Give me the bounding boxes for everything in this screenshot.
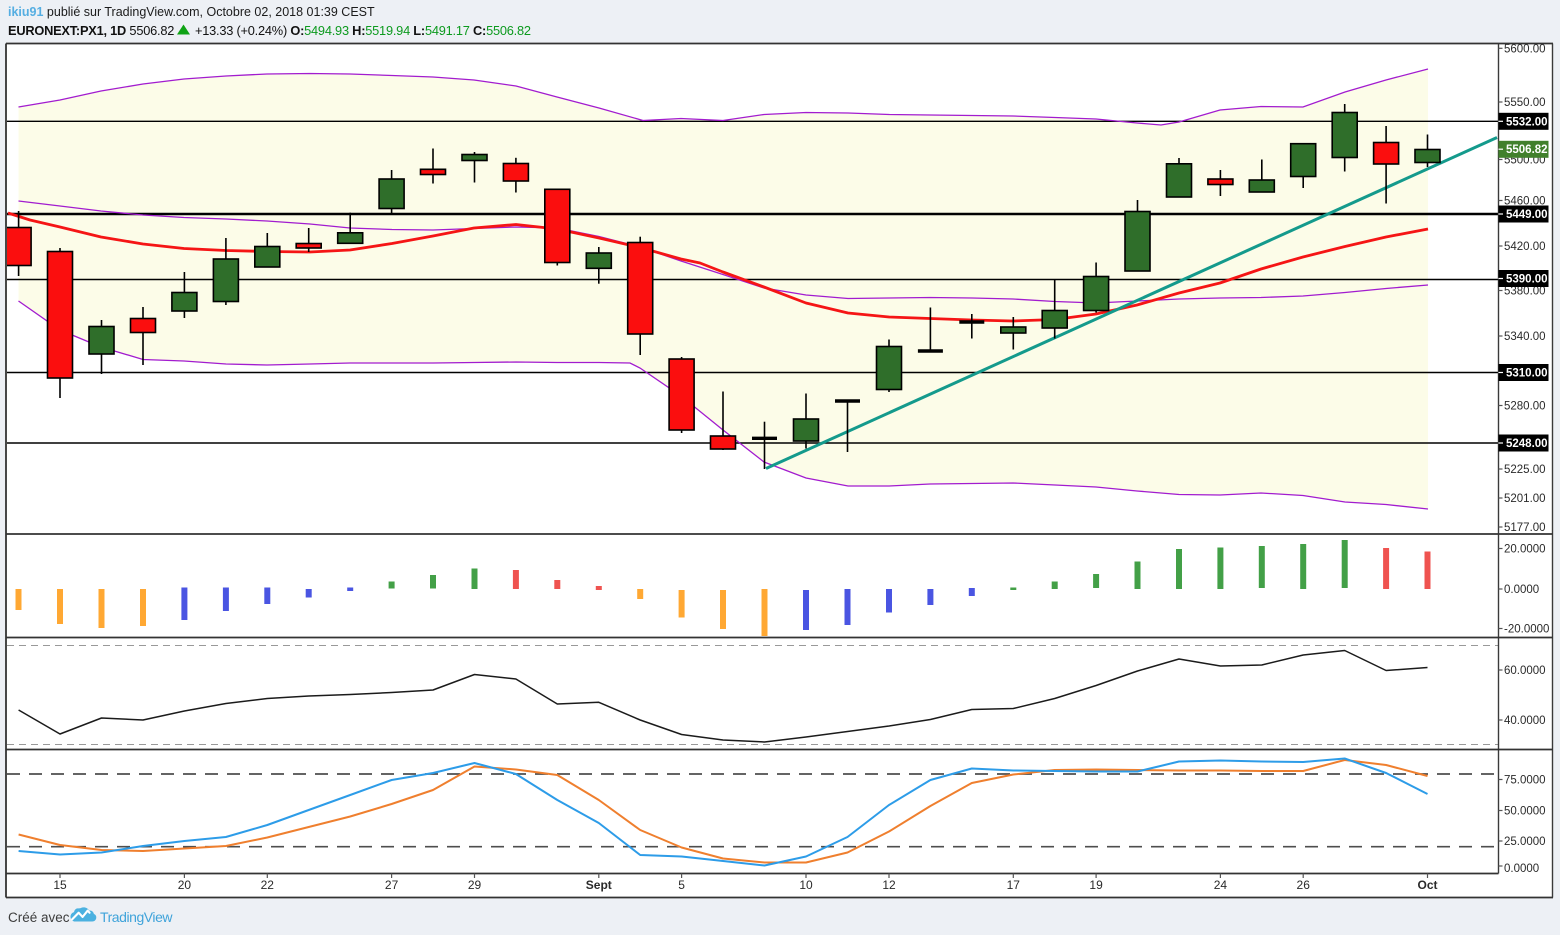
svg-text:5390.00: 5390.00	[1506, 274, 1548, 286]
svg-text:50.0000: 50.0000	[1504, 806, 1546, 818]
svg-text:5449.00: 5449.00	[1506, 209, 1548, 221]
svg-text:5460.00: 5460.00	[1504, 196, 1546, 208]
svg-text:22: 22	[261, 878, 275, 892]
svg-text:0.0000: 0.0000	[1504, 863, 1539, 875]
svg-text:ikiu91 publié sur TradingView.: ikiu91 publié sur TradingView.com, Octob…	[8, 5, 375, 19]
svg-text:5550.00: 5550.00	[1504, 97, 1546, 109]
svg-text:25.0000: 25.0000	[1504, 836, 1546, 848]
svg-text:20: 20	[178, 878, 192, 892]
svg-text:12: 12	[882, 878, 896, 892]
svg-text:5600.00: 5600.00	[1504, 43, 1546, 55]
svg-text:5177.00: 5177.00	[1504, 522, 1546, 534]
svg-text:26: 26	[1297, 878, 1311, 892]
svg-text:5380.00: 5380.00	[1504, 286, 1546, 298]
svg-text:17: 17	[1007, 878, 1021, 892]
svg-text:Sept: Sept	[586, 878, 612, 892]
svg-text:24: 24	[1214, 878, 1228, 892]
svg-text:Créé avec: Créé avec	[8, 910, 70, 925]
svg-text:10: 10	[799, 878, 813, 892]
svg-text:-20.0000: -20.0000	[1504, 624, 1549, 636]
svg-text:TradingView: TradingView	[100, 909, 173, 925]
svg-text:27: 27	[385, 878, 399, 892]
svg-text:19: 19	[1089, 878, 1103, 892]
svg-text:40.0000: 40.0000	[1504, 715, 1546, 727]
svg-text:5: 5	[678, 878, 685, 892]
svg-text:0.0000: 0.0000	[1504, 584, 1539, 596]
svg-text:5420.00: 5420.00	[1504, 241, 1546, 253]
svg-text:60.0000: 60.0000	[1504, 665, 1546, 677]
svg-text:5225.00: 5225.00	[1504, 464, 1546, 476]
svg-text:29: 29	[468, 878, 482, 892]
svg-text:5201.00: 5201.00	[1504, 493, 1546, 505]
svg-text:5280.00: 5280.00	[1504, 401, 1546, 413]
svg-text:5532.00: 5532.00	[1506, 116, 1548, 128]
svg-text:Oct: Oct	[1417, 878, 1437, 892]
svg-text:EURONEXT:PX1, 1D 5506.82 ▲ +1: EURONEXT:PX1, 1D 5506.82 ▲ +13.33 (+0.24…	[8, 23, 531, 39]
svg-text:15: 15	[53, 878, 67, 892]
svg-text:75.0000: 75.0000	[1504, 775, 1546, 787]
svg-text:5310.00: 5310.00	[1506, 368, 1548, 380]
svg-text:20.0000: 20.0000	[1504, 544, 1546, 556]
svg-text:5340.00: 5340.00	[1504, 331, 1546, 343]
svg-text:5506.82: 5506.82	[1506, 144, 1548, 156]
svg-text:5248.00: 5248.00	[1506, 438, 1548, 450]
